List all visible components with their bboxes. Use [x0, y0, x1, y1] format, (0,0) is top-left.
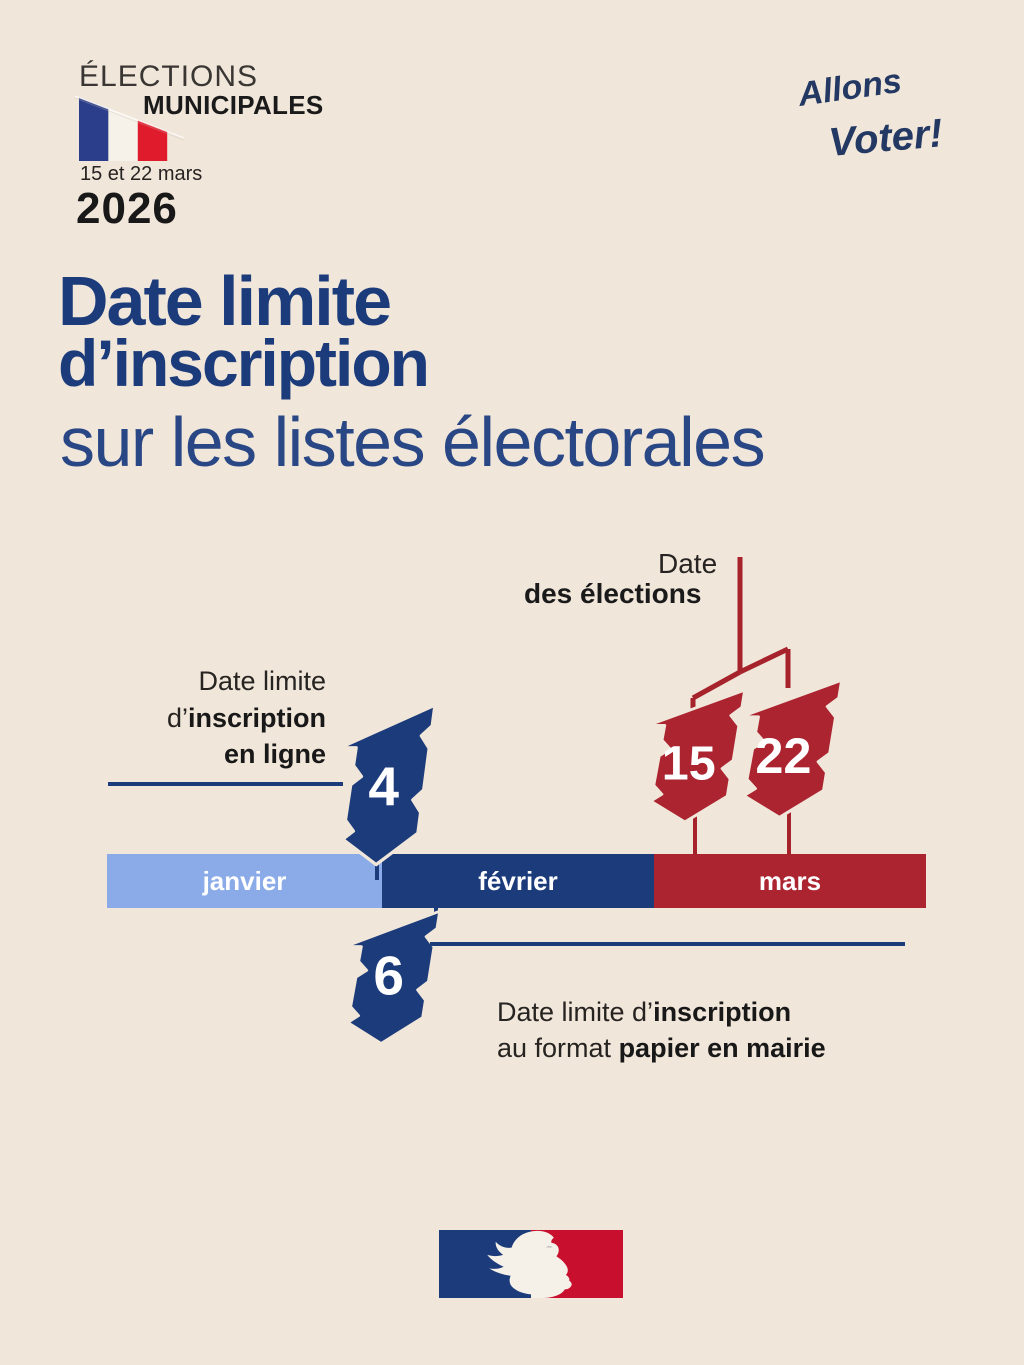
svg-text:15: 15: [662, 736, 716, 790]
svg-text:22: 22: [755, 727, 811, 784]
